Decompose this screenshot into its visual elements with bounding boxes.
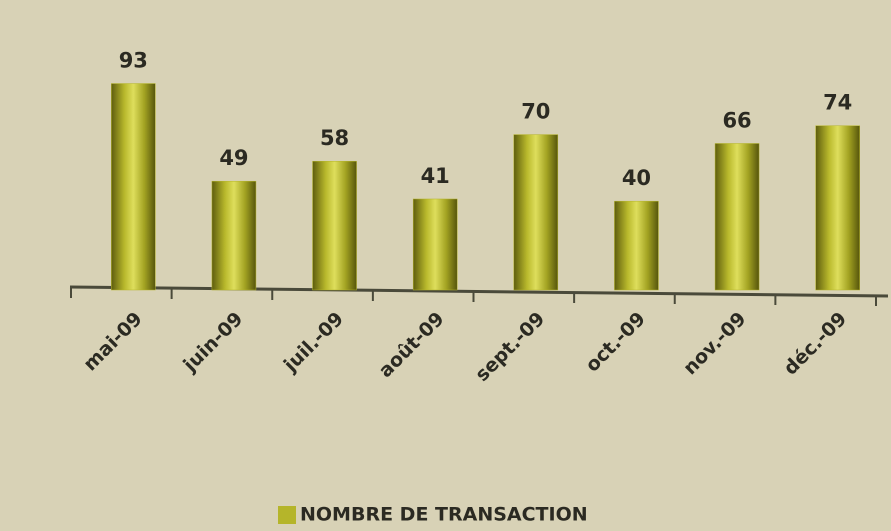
bar [513, 134, 559, 291]
data-label: 70 [521, 100, 550, 124]
bar [412, 198, 458, 291]
legend-label: NOMBRE DE TRANSACTION [300, 504, 588, 526]
bar [111, 83, 156, 291]
data-label: 74 [823, 91, 852, 115]
bar [815, 125, 860, 291]
bar [614, 200, 659, 291]
data-label: 58 [320, 126, 349, 150]
x-axis [69, 285, 889, 298]
data-label: 49 [219, 146, 248, 170]
bar [312, 160, 357, 291]
data-label: 93 [119, 49, 148, 73]
data-label: 41 [421, 164, 450, 188]
bar [714, 143, 760, 291]
legend-swatch [278, 506, 296, 524]
data-label: 66 [722, 108, 751, 132]
data-label: 40 [622, 166, 651, 190]
bar [211, 180, 257, 291]
